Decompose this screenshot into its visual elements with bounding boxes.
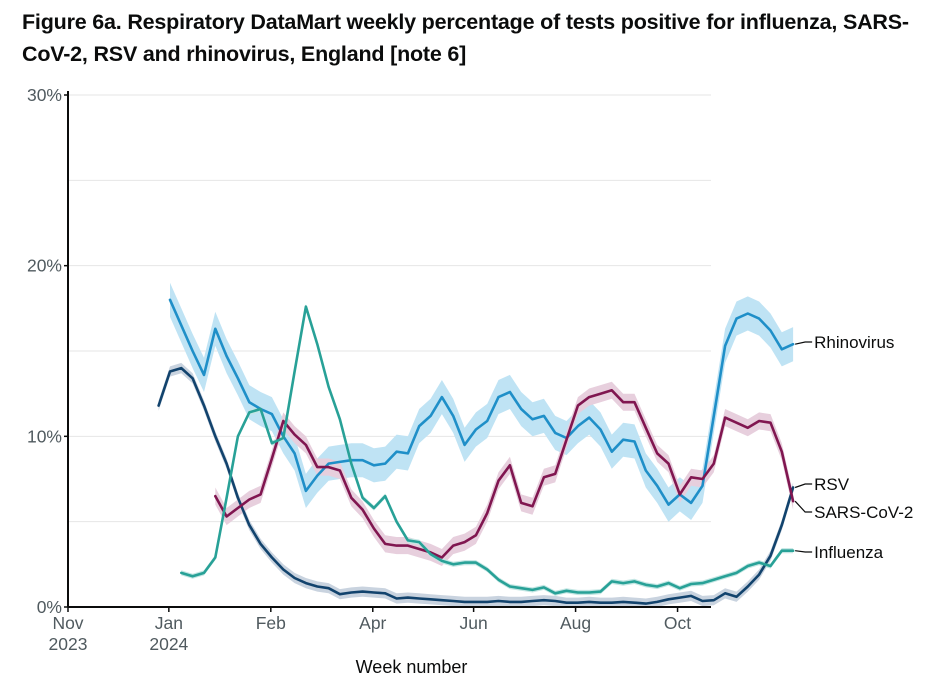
x-tick-label: Aug xyxy=(560,613,591,633)
end-label-rsv: RSV xyxy=(814,475,850,494)
series-end-labels: Rhinovirus RSV SARS-CoV-2 Influenza xyxy=(794,333,913,562)
x-tick-label: Jun xyxy=(460,613,488,633)
chart-title: Figure 6a. Respiratory DataMart weekly p… xyxy=(22,10,909,66)
y-tick-label: 30% xyxy=(27,85,62,105)
series-line-sars-cov-2 xyxy=(214,388,795,559)
series-line-influenza xyxy=(180,305,795,595)
leader-line xyxy=(794,483,813,489)
leader-line xyxy=(794,500,813,513)
confidence-bands xyxy=(158,282,794,607)
x-tick-label: Nov xyxy=(52,613,83,633)
y-tick-label: 10% xyxy=(27,426,62,446)
leader-line xyxy=(794,341,813,345)
x-tick-year-label: 2024 xyxy=(149,634,188,654)
y-tick-label: 20% xyxy=(27,256,62,276)
x-tick-year-label: 2023 xyxy=(49,634,88,654)
gridlines xyxy=(68,94,711,523)
series-line-rsv xyxy=(157,366,795,605)
leader-line xyxy=(795,550,813,553)
series-lines xyxy=(157,298,795,605)
end-label-sars-cov-2: SARS-CoV-2 xyxy=(814,503,913,522)
x-tick-label: Feb xyxy=(256,613,286,633)
x-axis-title: Week number xyxy=(356,657,468,677)
y-tick-label: 0% xyxy=(37,597,62,617)
x-tick-label: Oct xyxy=(664,613,691,633)
end-label-rhinovirus: Rhinovirus xyxy=(814,333,894,352)
end-label-influenza: Influenza xyxy=(814,543,884,562)
x-tick-label: Jan xyxy=(155,613,183,633)
x-tick-label: Apr xyxy=(359,613,386,633)
series-line-rhinovirus xyxy=(168,298,795,506)
